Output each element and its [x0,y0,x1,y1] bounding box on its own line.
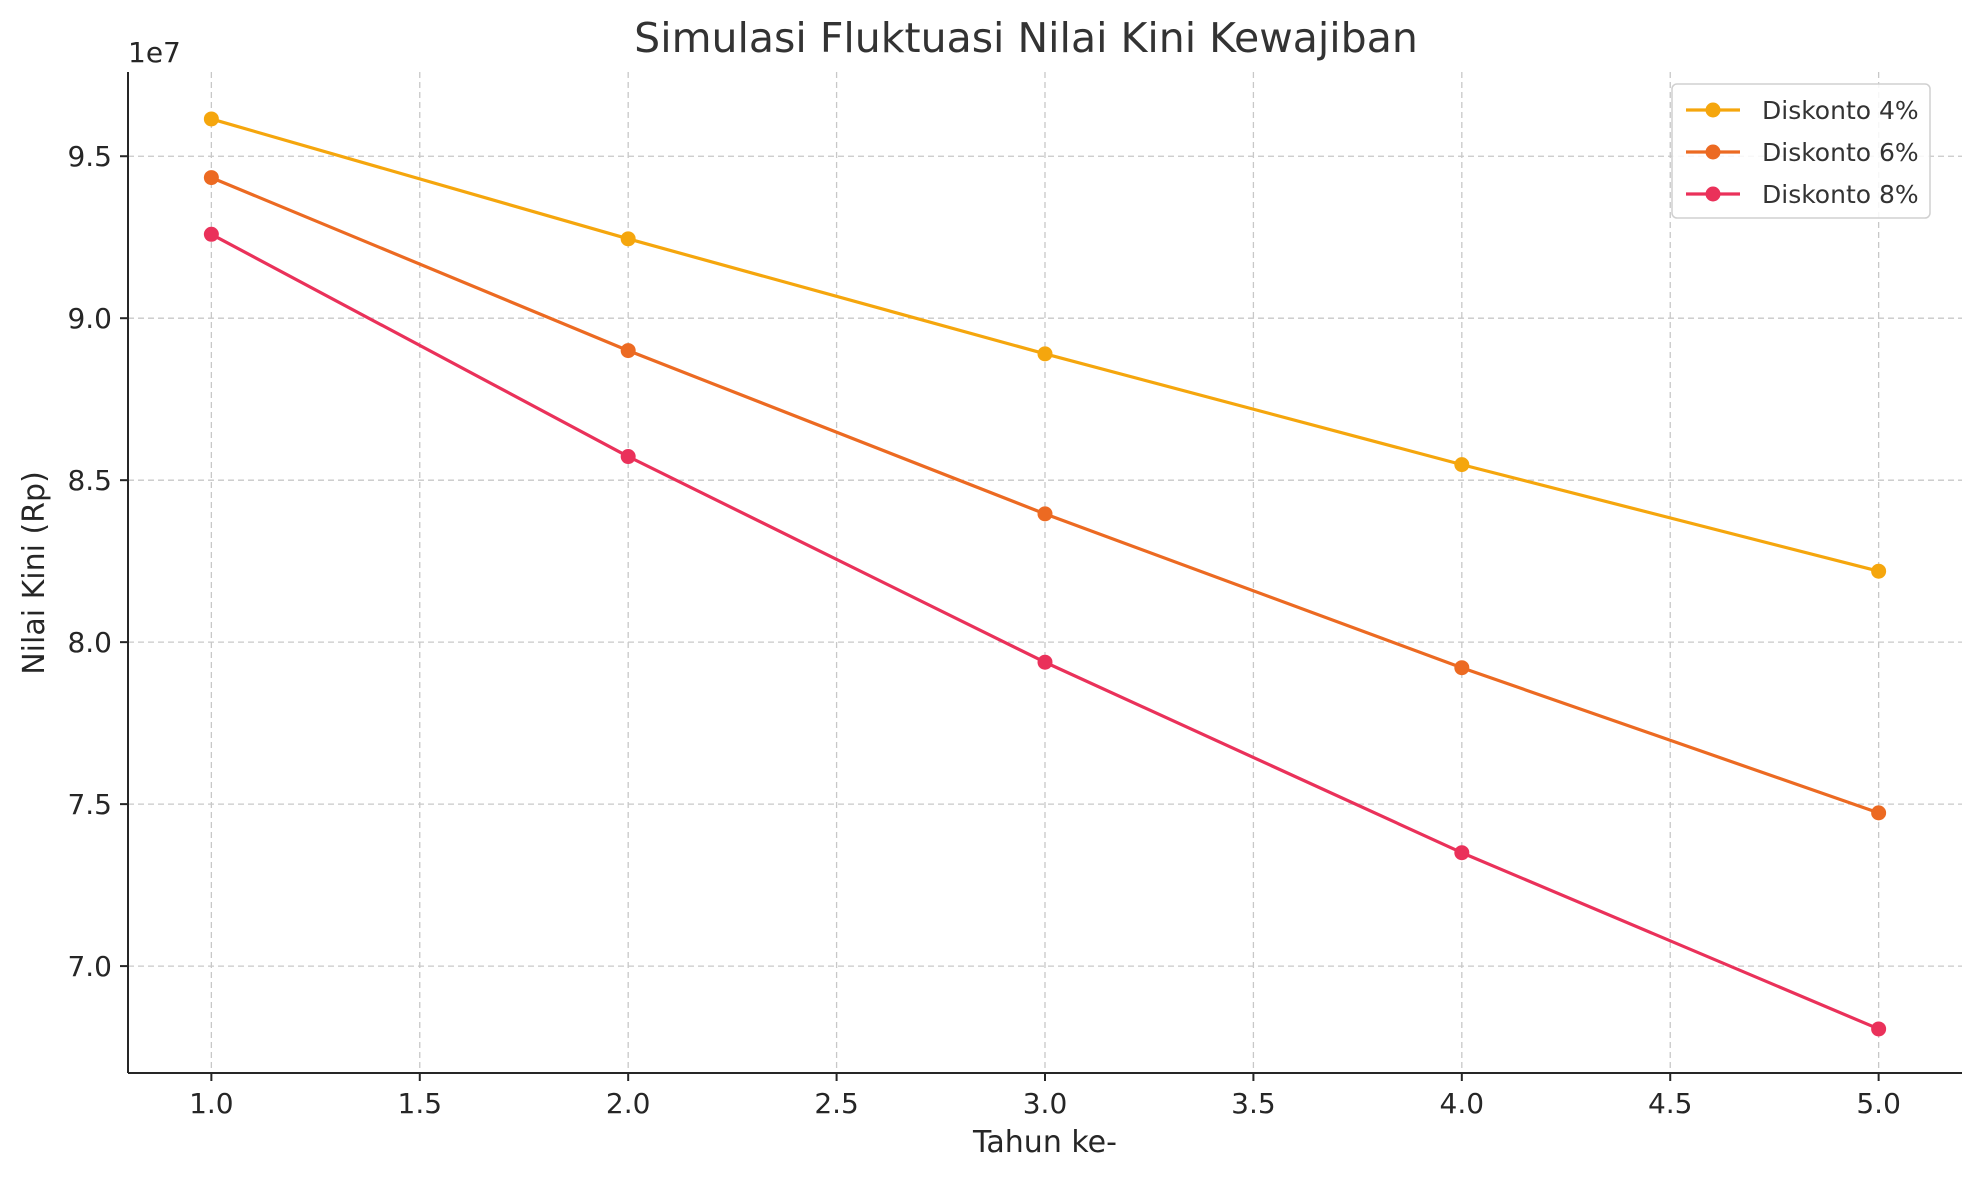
y-tick-label: 9.5 [67,140,112,173]
x-tick-label: 1.0 [189,1087,234,1120]
legend-item: Diskonto 6% [1686,138,1919,167]
y-axis-ticks: 7.0 7.5 8.0 8.5 9.0 9.5 [67,140,128,983]
data-point [1454,457,1470,473]
chart-title: Simulasi Fluktuasi Nilai Kini Kewajiban [634,14,1418,62]
data-point [620,449,636,465]
data-point [1037,346,1053,362]
y-tick-label: 7.5 [67,788,112,821]
x-tick-label: 4.0 [1440,1087,1485,1120]
data-point [203,170,219,186]
legend-marker [1705,102,1721,118]
series-group [203,111,1887,1037]
grid [128,72,1962,1073]
data-point [620,231,636,247]
legend-label: Diskonto 6% [1762,138,1919,167]
x-tick-label: 2.5 [814,1087,859,1120]
legend-item: Diskonto 4% [1686,96,1919,125]
series-2 [203,170,1887,821]
data-point [620,343,636,359]
x-tick-label: 3.0 [1023,1087,1068,1120]
x-tick-label: 3.5 [1231,1087,1276,1120]
series-3 [203,226,1887,1037]
x-tick-label: 4.5 [1648,1087,1693,1120]
series-1 [203,111,1887,579]
y-axis-label: Nilai Kini (Rp) [17,471,52,675]
x-axis-ticks: 1.0 1.5 2.0 2.5 3.0 3.5 4.0 4.5 5.0 [189,1073,1901,1120]
x-axis-label: Tahun ke- [972,1125,1117,1160]
legend-box [1671,83,1931,219]
data-point [1037,654,1053,670]
data-point [1871,805,1887,821]
data-point [1871,1021,1887,1037]
y-axis-offset-label: 1e7 [128,36,181,69]
x-tick-label: 5.0 [1856,1087,1901,1120]
data-point [1871,563,1887,579]
data-point [1454,660,1470,676]
data-point [1454,845,1470,861]
x-tick-label: 1.5 [398,1087,443,1120]
legend-item: Diskonto 8% [1686,180,1919,209]
y-tick-label: 8.5 [67,464,112,497]
x-tick-label: 2.0 [606,1087,651,1120]
data-point [203,111,219,127]
legend-label: Diskonto 4% [1762,96,1919,125]
y-tick-label: 8.0 [67,626,112,659]
data-point [1037,506,1053,522]
legend: Diskonto 4% Diskonto 6% Diskonto 8% [1671,83,1931,219]
legend-marker [1705,144,1721,160]
y-tick-label: 9.0 [67,302,112,335]
data-point [203,226,219,242]
y-tick-label: 7.0 [67,950,112,983]
legend-marker [1705,186,1721,202]
legend-label: Diskonto 8% [1762,180,1919,209]
